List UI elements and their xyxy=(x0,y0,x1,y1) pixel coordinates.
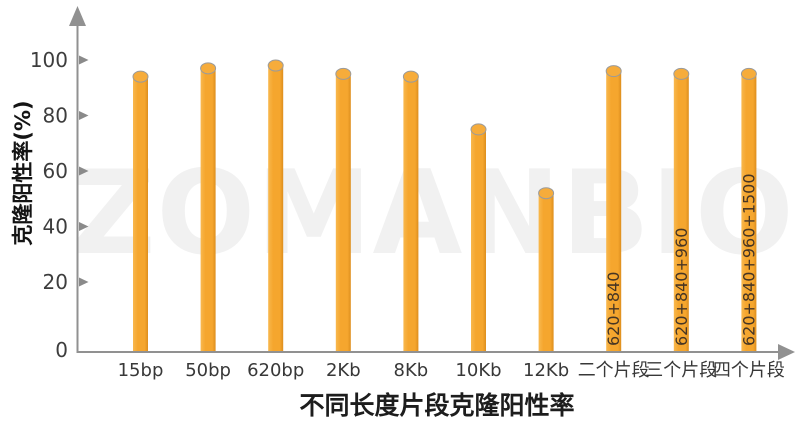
bar-top-cap xyxy=(538,187,555,200)
y-axis-arrow xyxy=(69,6,86,26)
bar-top-cap xyxy=(200,62,217,75)
y-tick-marker xyxy=(79,166,89,176)
bar-top-cap xyxy=(740,67,757,80)
bar-inline-label: 620+840+960 xyxy=(672,228,691,346)
bar-body xyxy=(268,65,284,353)
bar-inline-label: 620+840 xyxy=(604,272,623,346)
bar-body xyxy=(403,76,419,353)
bar-top-cap xyxy=(605,65,622,78)
x-category-label: 15bp xyxy=(118,360,164,381)
bar-top-cap xyxy=(470,123,487,136)
bar-50bp xyxy=(200,62,217,352)
bar-8Kb xyxy=(402,70,419,353)
x-category-label: 2Kb xyxy=(326,360,361,381)
bar-12Kb xyxy=(538,187,555,352)
bar-body xyxy=(133,76,148,353)
y-axis-title: 克隆阳性率(%) xyxy=(11,100,35,245)
bar-三个片段: 620+840+960 xyxy=(672,67,691,352)
bar-2Kb xyxy=(335,67,352,352)
x-category-label: 620bp xyxy=(247,360,304,381)
x-category-label: 四个片段 xyxy=(713,360,785,381)
y-tick-marker xyxy=(79,55,89,65)
bar-body xyxy=(606,71,622,352)
bar-top-cap xyxy=(402,70,419,83)
y-tick-label: 0 xyxy=(55,338,68,362)
x-category-label: 12Kb xyxy=(523,360,569,381)
bar-620bp xyxy=(267,59,284,353)
bar-body xyxy=(538,193,554,352)
y-tick-label: 40 xyxy=(43,215,68,239)
bar-top-cap xyxy=(335,67,352,80)
y-tick-marker xyxy=(79,111,89,120)
axes-group xyxy=(69,6,795,360)
bar-top-cap xyxy=(132,70,149,83)
watermark-text: ZOMANBIO xyxy=(71,146,794,281)
bar-body xyxy=(741,73,757,352)
x-category-label: 8Kb xyxy=(394,360,429,381)
y-tick-label: 20 xyxy=(43,270,68,294)
x-category-label: 10Kb xyxy=(455,360,501,381)
x-axis-arrow xyxy=(778,344,795,360)
bar-body xyxy=(471,129,486,352)
bar-二个片段: 620+840 xyxy=(604,65,623,352)
y-tick-marker xyxy=(79,222,89,231)
bar-top-cap xyxy=(673,67,690,80)
bar-body xyxy=(673,73,689,352)
bars-group: 620+840 620+840+960 620+840+960+1500 xyxy=(132,59,758,353)
y-tick-marker xyxy=(79,277,89,287)
y-tick-label: 60 xyxy=(43,159,68,183)
chart-title: 不同长度片段克隆阳性率 xyxy=(299,391,574,420)
x-category-label: 50bp xyxy=(185,360,231,381)
bar-body xyxy=(200,68,216,352)
y-tick-label: 80 xyxy=(43,104,68,128)
bar-top-cap xyxy=(267,59,284,72)
y-tick-label: 100 xyxy=(30,48,68,72)
bar-10Kb xyxy=(470,123,487,352)
bar-四个片段: 620+840+960+1500 xyxy=(739,67,758,352)
y-axis-ticks-group: 0 20 40 60 80 100 xyxy=(30,48,89,362)
bar-inline-label: 620+840+960+1500 xyxy=(739,173,758,346)
bar-15bp xyxy=(132,70,149,353)
bar-body xyxy=(335,73,351,352)
x-category-label: 三个片段 xyxy=(645,360,717,381)
x-category-label: 二个片段 xyxy=(578,360,650,381)
